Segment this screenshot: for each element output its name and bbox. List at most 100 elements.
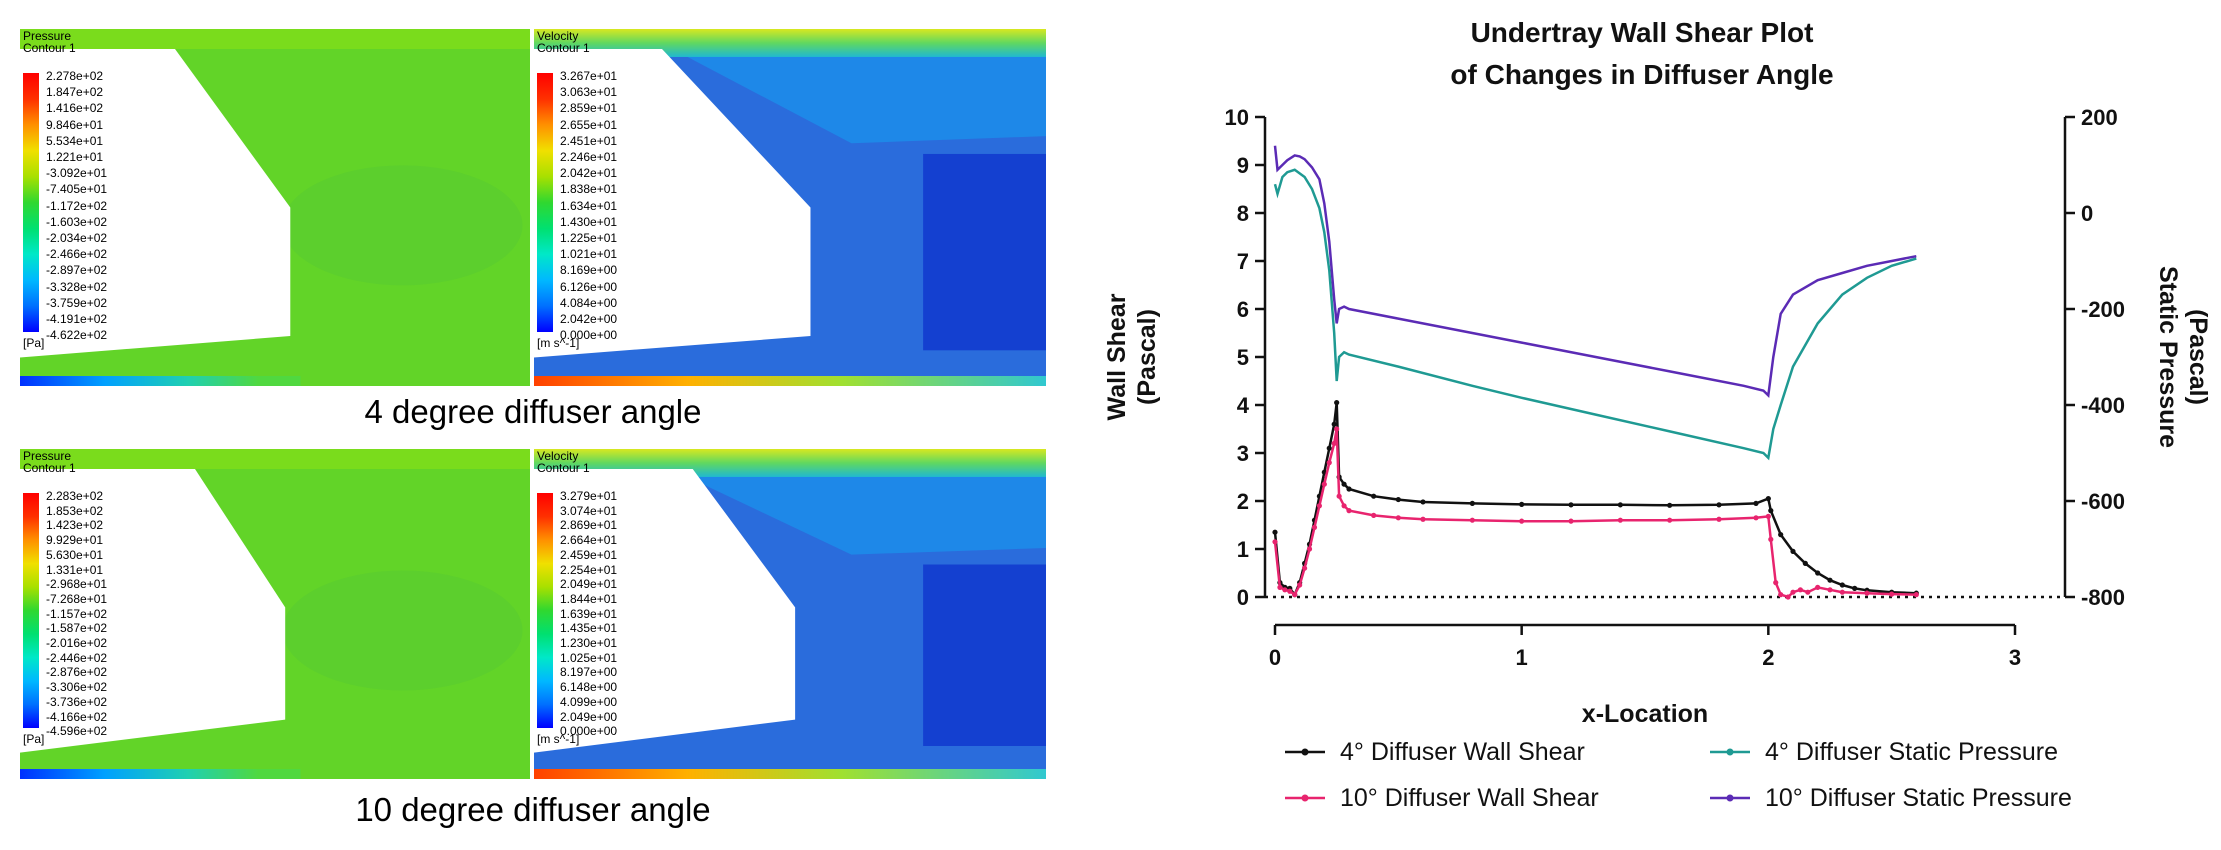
legend-tick: 2.042e+01 [560, 166, 618, 181]
legend-tick: -1.587e+02 [46, 621, 108, 636]
legend-title: Pressure [23, 449, 72, 463]
series-point-1 [1815, 570, 1821, 576]
chart-legend: 4° Diffuser Wall Shear 4° Diffuser Static… [1285, 738, 2072, 812]
legend-tick: 8.197e+00 [560, 665, 618, 680]
legend-subtitle: Contour 1 [537, 41, 590, 55]
legend-tick: 1.639e+01 [560, 606, 618, 621]
shear-layer [687, 57, 1046, 144]
legend-tick: 9.846e+01 [46, 117, 104, 132]
series-point-2 [1827, 587, 1833, 593]
series-line-1 [1273, 402, 1917, 598]
series-point-2 [1311, 524, 1318, 531]
wall-shear-chart: Undertray Wall Shear Plot of Changes in … [1103, 17, 2212, 812]
ground-band [20, 376, 301, 386]
series-point-1 [1778, 532, 1784, 538]
legend-tick: 2.451e+01 [560, 133, 618, 148]
series-line-4 [1273, 145, 1917, 399]
series-point-2 [1420, 516, 1426, 522]
legend-tick: 6.126e+00 [560, 279, 618, 294]
series-point-1 [1802, 560, 1808, 567]
left-tick-label: 4 [1237, 393, 1250, 418]
velocity-contour-4deg: Velocity Contour 1 3.267e+01 3.063e+01 2.859… [534, 29, 1046, 386]
series-point-1 [1519, 501, 1525, 507]
legend-tick: 2.664e+01 [560, 533, 618, 548]
legend-label-2: 10° Diffuser Wall Shear [1340, 784, 1599, 812]
legend-tick: 1.025e+01 [560, 650, 618, 665]
velocity-contour-10deg-field [534, 449, 1046, 779]
car-body [534, 49, 811, 358]
series-point-2 [1326, 460, 1332, 466]
series-point-2 [1797, 587, 1803, 593]
legend-tick: 5.534e+01 [46, 133, 104, 148]
right-tick-label: -600 [2081, 489, 2125, 514]
caption-4deg: 4 degree diffuser angle [364, 393, 702, 430]
series-point-1 [1852, 585, 1858, 591]
legend-unit: [Pa] [23, 732, 45, 747]
legend-colorbar [537, 73, 553, 332]
legend-title: Pressure [23, 29, 72, 43]
left-tick-label: 9 [1237, 153, 1249, 178]
series-point-2 [1913, 592, 1919, 598]
velocity-contour-10deg: Velocity Contour 1 3.279e+01 3.074e+01 2.869… [534, 449, 1046, 779]
x-tick-label: 0 [1269, 645, 1281, 670]
series-point-1 [1395, 496, 1401, 503]
series-point-2 [1765, 513, 1771, 519]
series-point-1 [1420, 499, 1426, 505]
series-point-2 [1334, 426, 1340, 432]
legend-tick: -4.596e+02 [46, 724, 108, 739]
legend-tick: 1.225e+01 [560, 231, 618, 245]
left-tick-label: 2 [1237, 489, 1249, 514]
series-point-2 [1568, 518, 1574, 524]
legend-title: Velocity [537, 449, 579, 463]
legend-marker-3 [1726, 748, 1734, 756]
series-point-1 [1469, 500, 1475, 506]
series-point-2 [1839, 589, 1845, 595]
legend-tick: -2.897e+02 [46, 263, 108, 278]
pressure-contour-4deg: Pressure Contour 1 2.278e+02 1.847e+02 1.416… [20, 29, 530, 386]
x-tick-label: 3 [2009, 645, 2021, 670]
legend-label-1: 4° Diffuser Wall Shear [1340, 738, 1585, 766]
legend-tick: -3.759e+02 [46, 295, 108, 310]
series-point-2 [1667, 517, 1673, 523]
wake-region [923, 153, 1046, 351]
series-point-2 [1292, 592, 1298, 598]
car-body [20, 469, 286, 753]
legend-tick: 2.283e+02 [46, 489, 104, 503]
ground-band [20, 769, 301, 779]
left-tick-label: 8 [1237, 201, 1249, 226]
pressure-contour-10deg: Pressure Contour 1 2.283e+02 1.853e+02 1.423… [20, 449, 530, 779]
right-tick-label: 0 [2081, 201, 2093, 226]
x-axis-label: x-Location [1582, 700, 1708, 728]
right-tick-label: -400 [2081, 393, 2125, 418]
legend-unit: [m s^-1] [537, 732, 580, 747]
legend-tick: 1.331e+01 [46, 562, 104, 577]
series-point-2 [1773, 580, 1779, 586]
freestream-band [20, 449, 530, 469]
legend-tick: -2.034e+02 [46, 231, 108, 245]
legend-subtitle: Contour 1 [537, 461, 590, 475]
series-point-2 [1336, 493, 1342, 499]
series-point-2 [1321, 481, 1327, 487]
series-point-1 [1768, 508, 1774, 514]
legend-tick: -3.328e+02 [46, 279, 108, 294]
pressure-contour-4deg-field [20, 29, 530, 386]
series-point-2 [1778, 592, 1784, 598]
series-point-1 [1272, 529, 1278, 535]
left-tick-label: 10 [1225, 105, 1249, 130]
legend-label-4: 10° Diffuser Static Pressure [1765, 784, 2072, 812]
legend-label-3: 4° Diffuser Static Pressure [1765, 738, 2058, 766]
series-line-2 [1273, 428, 1917, 599]
series-point-2 [1302, 565, 1308, 571]
legend-tick: 1.634e+01 [560, 198, 618, 213]
series-point-1 [1839, 582, 1845, 588]
velocity-contour-4deg-field [534, 29, 1046, 386]
series-point-1 [1331, 421, 1337, 427]
series-point-2 [1469, 517, 1475, 523]
series-point-2 [1790, 589, 1796, 595]
legend-tick: 1.221e+01 [46, 150, 104, 164]
legend-tick: -7.405e+01 [46, 182, 108, 197]
left-axis-label: Wall Shear [1103, 293, 1131, 420]
right-tick-label: 200 [2081, 105, 2118, 130]
legend-tick: 1.853e+02 [46, 503, 104, 518]
series-point-2 [1753, 515, 1759, 521]
